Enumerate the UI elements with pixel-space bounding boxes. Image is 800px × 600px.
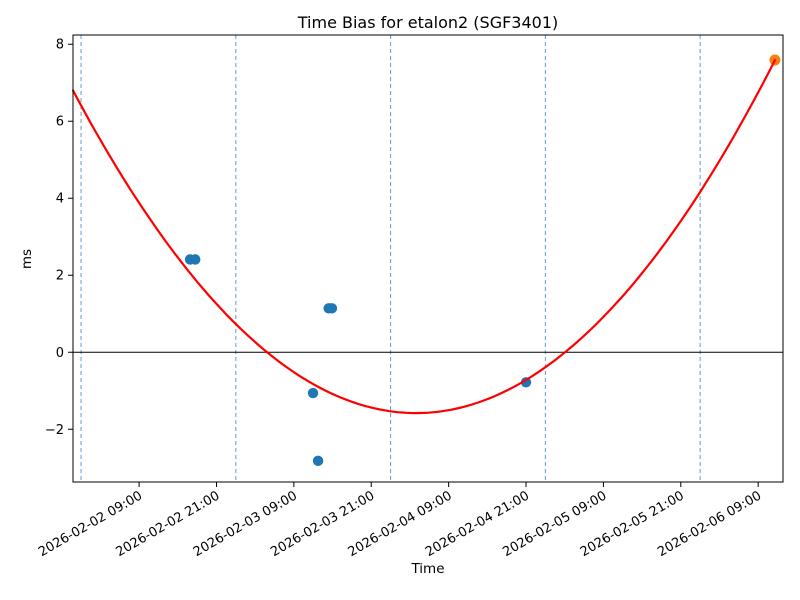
y-tick-label: 2 [56, 269, 64, 284]
y-tick-label: 8 [56, 38, 64, 53]
plot-border [72, 34, 784, 483]
y-tick-label: 6 [56, 115, 64, 130]
measured-bias-point [520, 377, 532, 388]
y-tick-label: −2 [45, 423, 64, 438]
quadratic-fit-curve [71, 58, 777, 415]
chart-title: Time Bias for etalon2 (SGF3401) [297, 13, 559, 32]
measured-bias-point [307, 387, 319, 399]
y-tick-label: 4 [56, 192, 64, 207]
measured-bias-point [190, 254, 201, 265]
x-axis-label: Time [411, 561, 445, 577]
measured-bias-point [326, 303, 338, 314]
measured-bias-point [312, 455, 324, 467]
y-tick-label: 0 [56, 346, 64, 361]
